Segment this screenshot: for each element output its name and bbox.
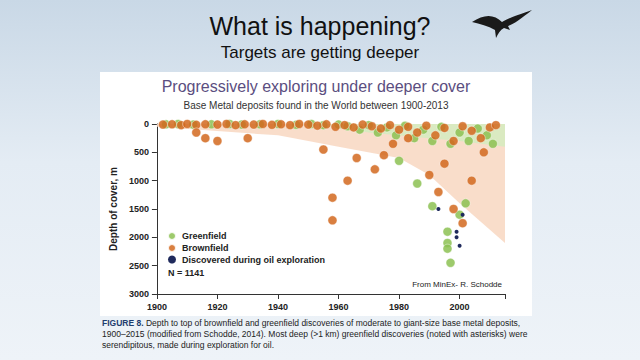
svg-text:2000: 2000 [129,232,149,242]
svg-text:Depth of cover, m: Depth of cover, m [108,167,119,251]
html-text:FIGURE 8. Depth to top of brow: FIGURE 8. Depth to top of brownfield and… [102,318,528,350]
svg-text:0: 0 [144,119,149,129]
svg-text:1980: 1980 [389,302,409,312]
svg-text:1920: 1920 [207,302,227,312]
svg-text:1960: 1960 [329,302,349,312]
svg-text:1000: 1000 [129,176,149,186]
svg-text:1900: 1900 [147,302,167,312]
svg-text:3000: 3000 [129,289,149,299]
svg-text:From MinEx- R. Schodde: From MinEx- R. Schodde [412,280,502,289]
html-text:Base Metal deposits found in t: Base Metal deposits found in the World b… [183,100,449,111]
html-text:Progressively exploring under: Progressively exploring under deeper cov… [161,78,471,95]
svg-text:2500: 2500 [129,261,149,271]
svg-text:N = 1141: N = 1141 [168,268,204,278]
html-text:Targets are getting deeper: Targets are getting deeper [220,43,420,62]
svg-text:1500: 1500 [129,204,149,214]
html-text:What is happening?: What is happening? [209,12,431,40]
svg-text:Greenfield: Greenfield [182,231,227,241]
svg-text:2000: 2000 [450,302,470,312]
svg-text:1940: 1940 [268,302,288,312]
svg-text:500: 500 [134,147,149,157]
svg-text:Brownfield: Brownfield [182,243,229,253]
svg-text:Discovered during oil explorat: Discovered during oil exploration [182,255,325,265]
